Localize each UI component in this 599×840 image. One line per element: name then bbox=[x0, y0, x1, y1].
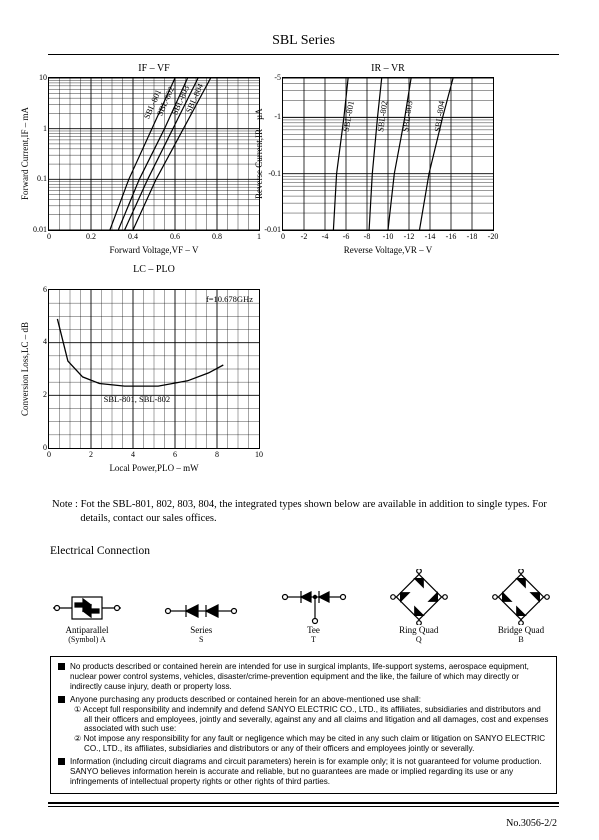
chart-if-vf-xlabel: Forward Voltage,VF – V bbox=[109, 245, 198, 256]
chart-lc-plo-ylabel: Conversion Loss,LC – dB bbox=[21, 290, 30, 448]
chart-left-col: IF – VF Forward Current,IF – mA 00.20.40… bbox=[48, 63, 260, 475]
disc-text: Anyone purchasing any products described… bbox=[70, 695, 549, 754]
bullet-icon bbox=[58, 663, 65, 670]
ec-label: Series bbox=[190, 625, 212, 635]
disc-text: No products described or contained herei… bbox=[70, 662, 549, 692]
chart-if-vf-title: IF – VF bbox=[138, 63, 170, 76]
series-icon bbox=[162, 597, 240, 625]
bullet-icon bbox=[58, 696, 65, 703]
footer-rule-thick bbox=[48, 802, 559, 804]
chart-ir-vr-ylabel-text: Reverse Current,IR – µA bbox=[255, 109, 264, 200]
disc-sub-a: ① Accept full responsibility and indemni… bbox=[70, 705, 549, 735]
chart-ir-vr-ylabel: Reverse Current,IR – µA bbox=[255, 78, 264, 230]
ec-sub: Q bbox=[416, 635, 422, 644]
disc-text: Information (including circuit diagrams … bbox=[70, 757, 549, 787]
ec-sub: S bbox=[199, 635, 203, 644]
chart-lc-plo-series: SBL-801, SBL-802 bbox=[104, 394, 171, 405]
ec-row: Antiparallel (Symbol) A Series S bbox=[48, 569, 559, 645]
page-number: No.3056-2/2 bbox=[506, 818, 557, 831]
bridge-quad-icon bbox=[489, 569, 553, 625]
chart-ir-vr-title: IR – VR bbox=[371, 63, 405, 76]
disc-b2: Anyone purchasing any products described… bbox=[70, 695, 421, 704]
chart-ir-vr: Reverse Current,IR – µA 0-2-4-6-8-10-12-… bbox=[282, 77, 494, 231]
chart-lc-plo: Conversion Loss,LC – dB 0246810 0246 f=1… bbox=[48, 289, 260, 449]
ec-sub: B bbox=[518, 635, 523, 644]
chart-lc-plo-ylabel-text: Conversion Loss,LC – dB bbox=[21, 322, 30, 416]
chart-if-vf: Forward Current,IF – mA 00.20.40.60.81 0… bbox=[48, 77, 260, 231]
chart-ir-vr-xlabel: Reverse Voltage,VR – V bbox=[344, 245, 433, 256]
chart-lc-plo-freq: f=10.678GHz bbox=[206, 294, 253, 305]
disc-sub-b: ② Not impose any responsibility for any … bbox=[70, 734, 549, 754]
bullet-icon bbox=[58, 758, 65, 765]
disc-block-1: No products described or contained herei… bbox=[58, 662, 549, 692]
ec-sub: (Symbol) A bbox=[68, 635, 106, 644]
ec-tee: Tee T bbox=[279, 585, 349, 645]
ec-sub: T bbox=[311, 635, 316, 644]
chart-lc-plo-svg bbox=[49, 290, 259, 448]
ec-bridge-quad: Bridge Quad B bbox=[489, 569, 553, 645]
page: { "header": {"series_title": "SBL Series… bbox=[0, 0, 599, 840]
ec-ring-quad: Ring Quad Q bbox=[387, 569, 451, 645]
ec-label: Antiparallel bbox=[66, 625, 109, 635]
ec-series: Series S bbox=[162, 597, 240, 645]
tee-icon bbox=[279, 585, 349, 625]
ec-antiparallel: Antiparallel (Symbol) A bbox=[50, 591, 124, 645]
footer-rule-thin bbox=[48, 806, 559, 807]
chart-if-vf-ylabel: Forward Current,IF – mA bbox=[21, 78, 30, 230]
antiparallel-icon bbox=[50, 591, 124, 625]
disclaimer-box: No products described or contained herei… bbox=[50, 656, 557, 793]
chart-lc-plo-title: LC – PLO bbox=[133, 264, 175, 277]
disc-block-2: Anyone purchasing any products described… bbox=[58, 695, 549, 754]
charts-row: IF – VF Forward Current,IF – mA 00.20.40… bbox=[48, 63, 559, 475]
chart-lc-plo-xlabel: Local Power,PLO – mW bbox=[109, 463, 198, 474]
chart-if-vf-ylabel-text: Forward Current,IF – mA bbox=[21, 108, 30, 201]
title-rule bbox=[48, 54, 559, 55]
ec-label: Tee bbox=[307, 625, 320, 635]
electrical-connection-title: Electrical Connection bbox=[50, 544, 559, 558]
series-title: SBL Series bbox=[48, 32, 559, 50]
note: Note : Fot the SBL-801, 802, 803, 804, t… bbox=[52, 498, 553, 526]
disc-block-3: Information (including circuit diagrams … bbox=[58, 757, 549, 787]
ring-quad-icon bbox=[387, 569, 451, 625]
chart-right-col: IR – VR Reverse Current,IR – µA 0-2-4-6-… bbox=[282, 63, 494, 475]
ec-label: Bridge Quad bbox=[498, 625, 544, 635]
ec-label: Ring Quad bbox=[399, 625, 438, 635]
